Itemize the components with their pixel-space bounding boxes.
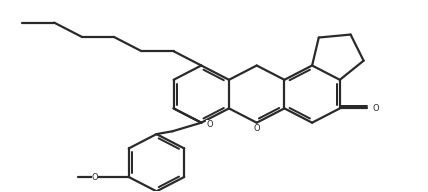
Text: O: O — [253, 124, 260, 133]
Text: O: O — [92, 172, 98, 181]
Text: O: O — [372, 104, 379, 113]
Text: O: O — [206, 120, 213, 129]
